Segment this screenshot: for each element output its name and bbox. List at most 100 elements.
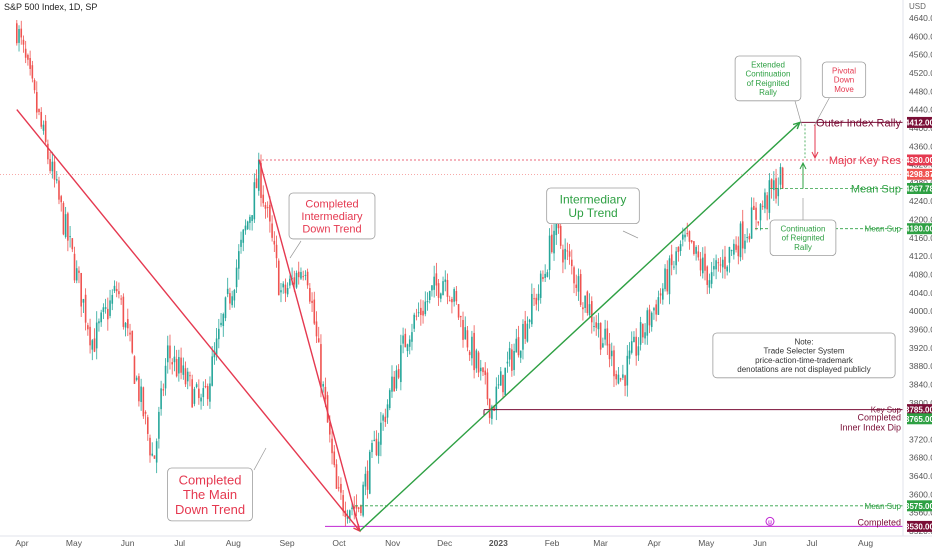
candle-body xyxy=(377,441,380,456)
candle-body xyxy=(593,326,595,328)
candle-body xyxy=(604,328,606,340)
candle-body xyxy=(151,453,154,456)
candle-body xyxy=(499,371,502,386)
candle-body xyxy=(695,247,697,254)
candle-body xyxy=(182,365,185,375)
candle-body xyxy=(482,367,484,373)
candle-body xyxy=(133,356,136,384)
y-tick-label: 4160.00 xyxy=(909,233,932,243)
candle-body xyxy=(579,274,582,305)
candle-body xyxy=(238,251,240,269)
candle-body xyxy=(615,374,618,380)
candle-body xyxy=(164,365,167,389)
price-badge xyxy=(907,154,932,166)
completed-main-down-trend-text: Down Trend xyxy=(175,502,245,517)
candle-body xyxy=(466,330,469,348)
label-key-sup: Key Sup xyxy=(871,406,902,415)
candle-body xyxy=(18,29,20,43)
x-tick-label: Oct xyxy=(332,538,346,548)
candle-body xyxy=(195,384,198,388)
continuation-callout-text: of Reignited xyxy=(782,234,825,243)
candle-body xyxy=(353,506,356,509)
candle-body xyxy=(386,404,389,418)
time-axis[interactable]: Apr May Jun Jul Aug Sep Oct Nov Dec 2023 Feb Mar Apr… xyxy=(0,535,932,548)
candle-body xyxy=(144,411,147,414)
candle-body xyxy=(89,326,91,346)
candle-body xyxy=(362,484,364,516)
candle-body xyxy=(198,388,200,399)
y-tick-label: 4520.00 xyxy=(909,68,932,78)
candle-body xyxy=(155,441,158,463)
candle-body xyxy=(371,443,373,453)
candle-body xyxy=(781,167,784,189)
y-tick-label: 3640.00 xyxy=(909,471,932,481)
candle-body xyxy=(384,416,387,423)
candle-body xyxy=(49,159,51,171)
candle-body xyxy=(309,288,311,302)
candle-body xyxy=(770,179,773,189)
candle-body xyxy=(657,297,660,315)
candle-body xyxy=(571,259,573,267)
candle-body xyxy=(393,376,396,392)
candle-body xyxy=(138,376,140,402)
candle-body xyxy=(637,346,640,356)
candle-body xyxy=(726,266,729,272)
candle-body xyxy=(515,338,518,353)
candle-body xyxy=(113,285,116,291)
candle-body xyxy=(491,406,493,419)
candle-body xyxy=(411,332,413,342)
candle-body xyxy=(582,307,584,310)
candle-body xyxy=(100,312,102,323)
candle-body xyxy=(189,375,191,377)
candle-body xyxy=(408,339,411,347)
candle-body xyxy=(111,294,114,304)
candle-body xyxy=(728,246,731,263)
price-axis[interactable]: USD3520.003560.003600.003640.003680.0037… xyxy=(902,0,932,536)
candle-body xyxy=(566,250,569,252)
y-tick-label: 4480.00 xyxy=(909,86,932,96)
candle-body xyxy=(479,367,482,372)
candle-body xyxy=(73,253,76,281)
candle-body xyxy=(206,386,209,400)
candle-body xyxy=(590,301,593,323)
candle-body xyxy=(326,395,329,423)
intermediary-up-trend-text: Intermediary xyxy=(560,192,627,206)
candle-body xyxy=(506,361,509,364)
candle-body xyxy=(610,350,613,357)
completed-main-down-trend-text: Completed xyxy=(179,472,242,487)
candle-body xyxy=(20,28,23,38)
candle-body xyxy=(693,241,695,255)
candle-body xyxy=(269,204,271,222)
candle-body xyxy=(67,213,69,241)
candle-body xyxy=(708,280,711,288)
candle-body xyxy=(95,322,98,349)
candle-body xyxy=(448,300,451,302)
y-tick-label: 4360.00 xyxy=(909,141,932,151)
candle-body xyxy=(135,377,138,380)
price-badge-text: 3575.00 xyxy=(905,502,932,511)
candle-body xyxy=(173,356,176,363)
candle-body xyxy=(364,473,367,487)
candle-body xyxy=(586,291,589,314)
candle-body xyxy=(140,386,142,402)
price-badge xyxy=(907,223,932,235)
extended-continuation-callout-text: Rally xyxy=(759,88,777,97)
candle-body xyxy=(675,251,677,266)
candle-body xyxy=(295,272,298,288)
extended-continuation-callout-pointer xyxy=(794,100,803,127)
candle-body xyxy=(735,244,737,250)
x-tick-label: Nov xyxy=(385,538,401,548)
trend-line-main-down xyxy=(16,109,361,532)
candle-body xyxy=(98,321,100,324)
candle-body xyxy=(262,194,265,204)
candle-body xyxy=(222,314,225,327)
candle-body xyxy=(340,483,342,493)
note-box-text: Note: xyxy=(794,338,813,347)
y-tick-label: 4200.00 xyxy=(909,215,932,225)
candle-body xyxy=(517,337,520,356)
x-tick-label: Aug xyxy=(858,538,873,548)
candle-body xyxy=(739,223,742,258)
candle-body xyxy=(464,327,467,340)
candle-body xyxy=(122,296,125,327)
